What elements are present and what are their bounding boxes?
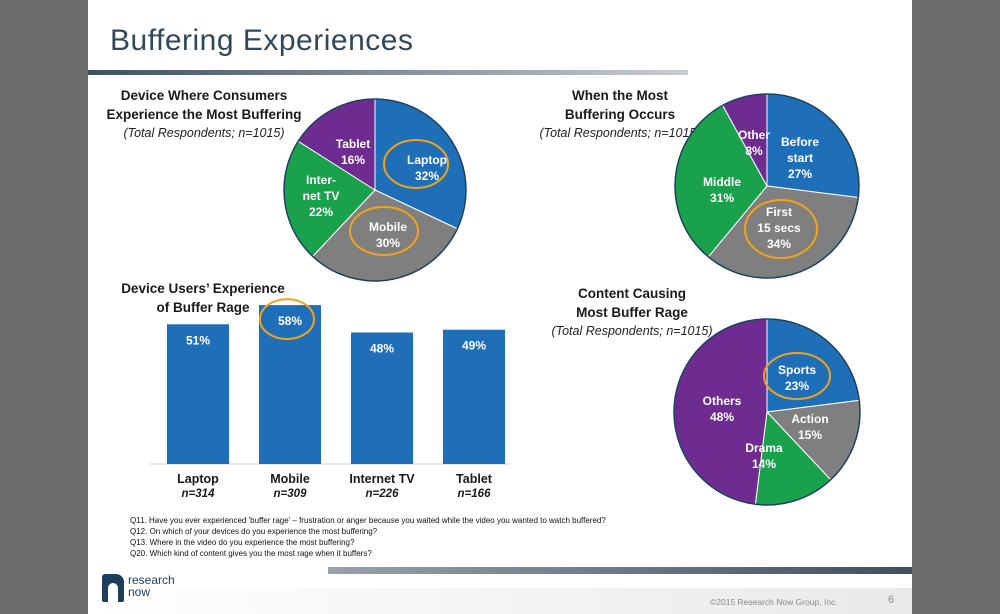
pie2-label-before-start-2: start bbox=[787, 151, 813, 165]
pie1-label-internet-tv-1: Inter- bbox=[306, 173, 336, 187]
logo-line2: now bbox=[128, 585, 151, 599]
pie2-highlight-circle-1 bbox=[744, 199, 818, 259]
chart4-title-line1: Device Users’ Experience bbox=[121, 281, 285, 296]
pie2-label-first-15-secs-2: 15 secs bbox=[757, 221, 801, 235]
pie2-label-before-start-3: 27% bbox=[788, 167, 812, 181]
chart4-title-line2: of Buffer Rage bbox=[156, 300, 250, 315]
chart3-title-line1: Content Causing bbox=[578, 286, 686, 301]
page-title: Buffering Experiences bbox=[110, 24, 414, 57]
copyright: ©2015 Research Now Group, Inc. bbox=[710, 597, 838, 607]
pie2-label-first-15-secs-3: 34% bbox=[767, 237, 791, 251]
pie1-outline bbox=[283, 98, 467, 282]
pie2-outline bbox=[674, 93, 860, 279]
chart1-subtitle: (Total Respondents; n=1015) bbox=[123, 126, 285, 140]
pie1-label-internet-tv-2: net TV bbox=[303, 189, 340, 203]
pie3-highlight-circle-1 bbox=[763, 352, 831, 400]
bar-sublabel-tablet: n=166 bbox=[458, 488, 492, 500]
bar-highlight-circle-mobile bbox=[259, 298, 315, 341]
bar-value-tablet: 49% bbox=[462, 339, 486, 353]
pie1-label-mobile-1: Mobile bbox=[369, 220, 407, 234]
slide: Buffering Experiences Device Where Consu… bbox=[88, 0, 912, 614]
bar-sublabel-mobile: n=309 bbox=[274, 488, 308, 500]
pie3-label-sports-1: Sports bbox=[778, 363, 816, 377]
bar-tablet bbox=[443, 329, 505, 464]
pie1-highlight-circle-1 bbox=[383, 139, 449, 189]
bar-category-mobile: Mobile bbox=[270, 472, 310, 486]
logo-line1: research bbox=[128, 573, 175, 587]
chart2-title-line2: Buffering Occurs bbox=[564, 107, 676, 122]
chart2-title: When the Most Buffering Occurs (Total Re… bbox=[520, 86, 720, 143]
bar-internet-tv bbox=[351, 332, 413, 464]
pie1-highlight-circle-2 bbox=[349, 206, 419, 256]
logo-text: research now bbox=[128, 574, 175, 598]
bar-value-laptop: 51% bbox=[186, 333, 210, 347]
bar-category-internet-tv: Internet TV bbox=[349, 472, 415, 486]
chart3-subtitle: (Total Respondents; n=1015) bbox=[551, 324, 713, 338]
chart1-title-line2: Experience the Most Buffering bbox=[106, 107, 302, 122]
pie1-label-internet-tv-3: 22% bbox=[309, 205, 333, 219]
bottom-divider bbox=[328, 567, 912, 574]
footnote-q11: Q11. Have you ever experienced 'buffer r… bbox=[130, 516, 606, 525]
bar-laptop bbox=[167, 324, 229, 464]
pie2-label-middle-2: 31% bbox=[710, 191, 734, 205]
chart2-title-line1: When the Most bbox=[572, 88, 668, 103]
footer bbox=[88, 588, 912, 614]
pie1-label-tablet-1: Tablet bbox=[336, 137, 370, 151]
chart3-title-line2: Most Buffer Rage bbox=[576, 305, 688, 320]
bar-sublabel-laptop: n=314 bbox=[182, 488, 216, 500]
chart3-title: Content Causing Most Buffer Rage (Total … bbox=[532, 284, 732, 341]
pie3-label-drama-1: Drama bbox=[745, 441, 783, 455]
research-now-logo-icon bbox=[102, 574, 124, 602]
title-divider bbox=[88, 70, 688, 75]
chart2-subtitle: (Total Respondents; n=1015) bbox=[539, 126, 701, 140]
chart4-title: Device Users’ Experience of Buffer Rage bbox=[104, 279, 302, 317]
pie3-label-others-1: Others bbox=[703, 394, 742, 408]
pie3-label-action-2: 15% bbox=[798, 428, 822, 442]
pie2-label-other-2: 8% bbox=[745, 144, 763, 158]
pie1-label-laptop-2: 32% bbox=[415, 169, 439, 183]
bar-category-laptop: Laptop bbox=[177, 472, 219, 486]
footnote-q20: Q20. Which kind of content gives you the… bbox=[130, 549, 372, 558]
pie3-label-action-1: Action bbox=[791, 412, 828, 426]
pie2-label-first-15-secs-1: First bbox=[766, 205, 792, 219]
pie2-label-before-start-1: Before bbox=[781, 135, 819, 149]
chart1-title-line1: Device Where Consumers bbox=[120, 88, 288, 103]
bar-sublabel-internet-tv: n=226 bbox=[366, 488, 400, 500]
footnote-q12: Q12. On which of your devices do you exp… bbox=[130, 527, 378, 536]
footnote-q13: Q13. Where in the video do you experienc… bbox=[130, 538, 355, 547]
pie3-label-others-2: 48% bbox=[710, 410, 734, 424]
pie1-label-mobile-2: 30% bbox=[376, 236, 400, 250]
bar-mobile bbox=[259, 305, 321, 464]
pie2-label-other-1: Other bbox=[738, 128, 770, 142]
pie3-label-drama-2: 14% bbox=[752, 457, 776, 471]
bar-value-mobile: 58% bbox=[278, 314, 302, 328]
pie3-outline bbox=[673, 318, 861, 506]
chart1-title: Device Where Consumers Experience the Mo… bbox=[88, 86, 320, 143]
pie3-label-sports-2: 23% bbox=[785, 379, 809, 393]
page-number: 6 bbox=[888, 594, 895, 606]
pie1-label-tablet-2: 16% bbox=[341, 153, 365, 167]
bar-category-tablet: Tablet bbox=[456, 472, 493, 486]
pie2-label-middle-1: Middle bbox=[703, 175, 741, 189]
bar-value-internet-tv: 48% bbox=[370, 341, 394, 355]
pie1-label-laptop-1: Laptop bbox=[407, 153, 447, 167]
charts-canvas: Laptop 32% Mobile 30% Inter-net TV 22% Tablet 1… bbox=[150, 93, 861, 506]
